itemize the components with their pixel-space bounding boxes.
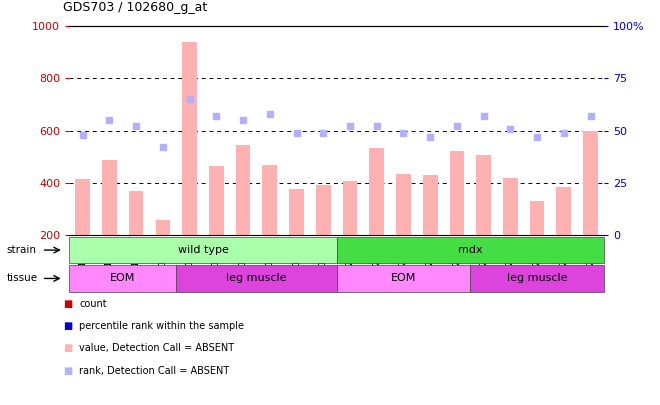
Text: EOM: EOM bbox=[110, 273, 135, 283]
Bar bbox=[396, 174, 411, 235]
Bar bbox=[289, 189, 304, 235]
Bar bbox=[583, 131, 598, 235]
Bar bbox=[556, 187, 571, 235]
Text: ■: ■ bbox=[63, 299, 72, 309]
Bar bbox=[102, 160, 117, 235]
Bar bbox=[156, 220, 170, 235]
Bar bbox=[236, 145, 250, 235]
Text: count: count bbox=[79, 299, 107, 309]
Bar bbox=[370, 147, 384, 235]
Text: GDS703 / 102680_g_at: GDS703 / 102680_g_at bbox=[63, 1, 207, 14]
Text: tissue: tissue bbox=[7, 273, 38, 283]
Text: EOM: EOM bbox=[391, 273, 416, 283]
Text: ■: ■ bbox=[63, 321, 72, 331]
Text: ■: ■ bbox=[63, 343, 72, 353]
Text: wild type: wild type bbox=[178, 245, 228, 255]
Text: leg muscle: leg muscle bbox=[226, 273, 286, 283]
Text: ■: ■ bbox=[63, 366, 72, 375]
Text: strain: strain bbox=[7, 245, 36, 255]
Bar bbox=[530, 201, 544, 235]
Bar bbox=[182, 42, 197, 235]
Bar bbox=[477, 156, 491, 235]
Text: value, Detection Call = ABSENT: value, Detection Call = ABSENT bbox=[79, 343, 234, 353]
Text: mdx: mdx bbox=[458, 245, 482, 255]
Bar bbox=[75, 179, 90, 235]
Bar bbox=[316, 185, 331, 235]
Bar bbox=[449, 151, 464, 235]
Bar bbox=[343, 181, 357, 235]
Bar bbox=[503, 177, 517, 235]
Bar bbox=[209, 166, 224, 235]
Bar bbox=[129, 191, 143, 235]
Text: leg muscle: leg muscle bbox=[507, 273, 568, 283]
Text: rank, Detection Call = ABSENT: rank, Detection Call = ABSENT bbox=[79, 366, 230, 375]
Bar bbox=[263, 164, 277, 235]
Bar bbox=[423, 175, 438, 235]
Text: percentile rank within the sample: percentile rank within the sample bbox=[79, 321, 244, 331]
